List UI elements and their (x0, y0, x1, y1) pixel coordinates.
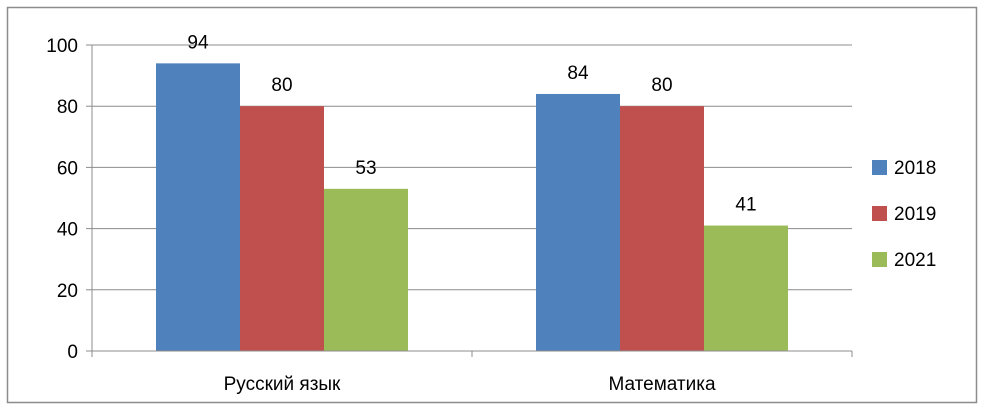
data-labels: 94 80 53 84 80 41 (187, 32, 756, 215)
data-label: 41 (735, 195, 756, 216)
bar-2021-1 (704, 225, 788, 351)
data-label: 80 (271, 75, 292, 96)
chart-border (6, 6, 978, 404)
bar-2019-0 (240, 106, 324, 351)
y-tick-label: 20 (57, 281, 78, 302)
legend-label-2018: 2018 (894, 158, 936, 179)
bar-2019-1 (620, 106, 704, 351)
y-tick-label: 80 (57, 97, 78, 118)
legend-swatch-2019 (872, 206, 887, 221)
data-label: 94 (187, 32, 209, 53)
x-category-label: Математика (608, 374, 716, 395)
data-label: 53 (355, 158, 376, 179)
legend-swatch-2018 (872, 160, 887, 175)
legend-label-2019: 2019 (894, 204, 936, 225)
y-tick-label: 40 (57, 220, 78, 241)
y-tick-label: 60 (57, 158, 78, 179)
data-label: 84 (567, 63, 589, 84)
data-label: 80 (651, 75, 672, 96)
bars (156, 63, 788, 352)
legend: 2018 2019 2021 (872, 158, 936, 271)
bar-2021-0 (324, 188, 408, 351)
bar-2018-1 (536, 93, 620, 352)
bar-2018-0 (156, 63, 240, 352)
x-category-label: Русский язык (224, 374, 341, 395)
legend-label-2021: 2021 (894, 250, 936, 271)
axes: 0 20 40 60 80 100 Русский язык Математика (46, 36, 853, 395)
legend-swatch-2021 (872, 252, 887, 267)
y-tick-label: 100 (46, 36, 78, 57)
y-tick-label: 0 (67, 342, 78, 363)
